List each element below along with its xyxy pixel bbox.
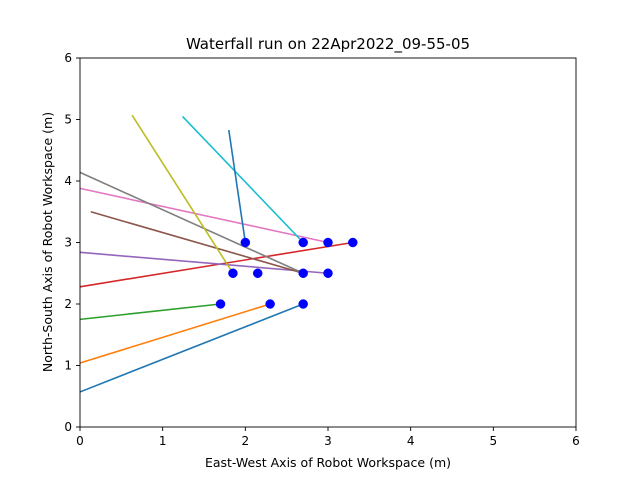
series-line-5 xyxy=(79,251,329,275)
series-line-9 xyxy=(131,114,234,274)
y-tick-label-0: 0 xyxy=(64,420,72,434)
x-tick-label-3: 3 xyxy=(324,434,332,448)
x-tick-label-0: 0 xyxy=(76,434,84,448)
marker-point-8 xyxy=(240,237,251,248)
series-line-10 xyxy=(181,115,304,244)
y-tick-label-4: 4 xyxy=(64,174,72,188)
marker-point-11 xyxy=(348,237,358,248)
marker-point-7 xyxy=(323,268,333,278)
y-tick-label-5: 5 xyxy=(64,113,72,127)
series-line-3 xyxy=(79,303,221,321)
x-tick-label-2: 2 xyxy=(242,434,250,448)
marker-point-6 xyxy=(298,268,308,278)
marker-point-10 xyxy=(323,237,333,248)
y-tick-label-6: 6 xyxy=(64,51,72,65)
y-tick-label-2: 2 xyxy=(64,297,72,311)
marker-point-5 xyxy=(252,268,263,278)
plot-area: 0 1 2 3 4 5 6 0 1 2 3 4 5 6 xyxy=(64,51,579,448)
x-tick-label-5: 5 xyxy=(490,434,498,448)
marker-point-4 xyxy=(228,268,238,278)
y-axis-label: North-South Axis of Robot Workspace (m) xyxy=(40,112,55,372)
chart-title: Waterfall run on 22Apr2022_09-55-05 xyxy=(186,35,470,54)
series-line-8 xyxy=(79,171,304,274)
x-tick-label-1: 1 xyxy=(159,434,167,448)
series-line-2 xyxy=(79,303,271,364)
x-tick-label-6: 6 xyxy=(572,434,580,448)
series-line-11 xyxy=(228,129,247,243)
marker-point-1 xyxy=(298,299,308,309)
marker-point-2 xyxy=(265,299,275,309)
series-line-7 xyxy=(79,187,329,244)
marker-point-3 xyxy=(215,299,226,309)
y-tick-label-1: 1 xyxy=(64,359,72,373)
y-tick-label-3: 3 xyxy=(64,236,72,250)
x-axis-label: East-West Axis of Robot Workspace (m) xyxy=(205,455,451,470)
marker-point-9 xyxy=(298,237,308,248)
series-line-1 xyxy=(79,303,304,393)
series-line-6 xyxy=(90,210,304,275)
x-tick-label-4: 4 xyxy=(407,434,415,448)
